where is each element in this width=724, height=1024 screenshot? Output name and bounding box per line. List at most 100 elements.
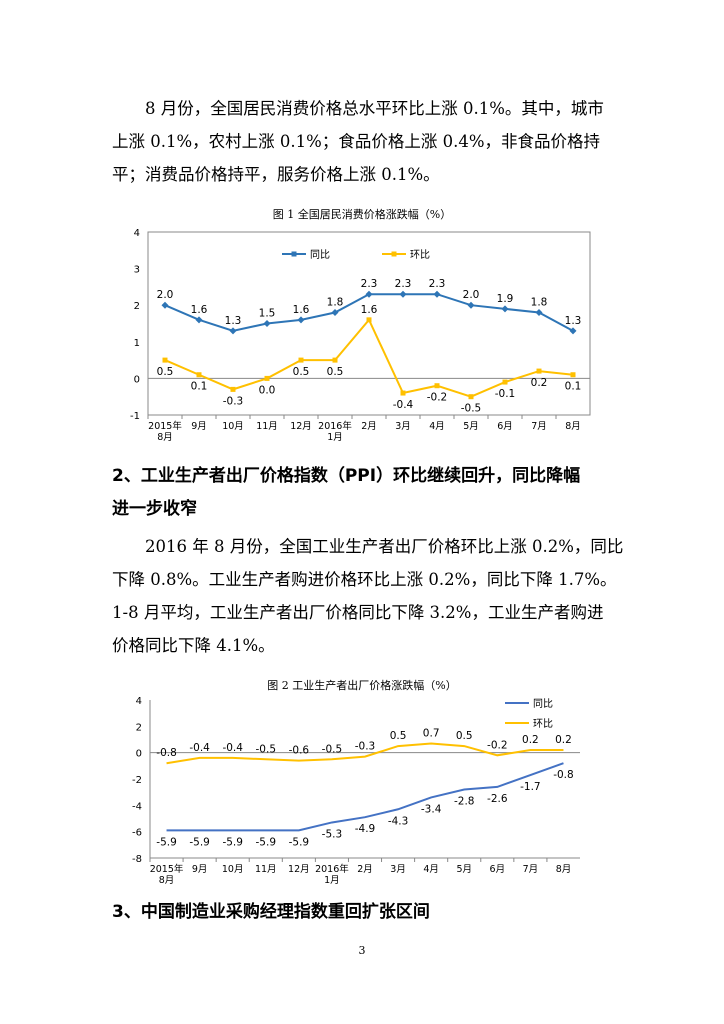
data-point (298, 357, 304, 363)
data-label: -4.3 (388, 815, 409, 827)
data-point (467, 301, 475, 309)
series-line-同比 (166, 762, 564, 832)
data-label: 2.3 (395, 278, 412, 290)
data-point (433, 290, 441, 298)
x-tick-label: 2016年 (318, 420, 352, 432)
data-point (331, 309, 339, 317)
y-tick-label: 2 (134, 301, 140, 312)
data-point (297, 316, 305, 324)
y-tick-label: 3 (134, 265, 140, 276)
data-label: -3.4 (421, 803, 442, 815)
x-tick-label: 10月 (222, 421, 244, 432)
data-point (366, 317, 372, 323)
figure-2-caption: 图 2 工业生产者出厂价格涨跌幅（%） (267, 679, 457, 692)
data-point (161, 301, 169, 309)
data-label: 1.6 (191, 304, 208, 316)
paragraph-line: 平；消费品价格持平，服务价格上涨 0.1%。 (112, 165, 440, 184)
y-tick-label: 1 (134, 338, 140, 349)
data-label: 0.0 (259, 384, 276, 396)
data-label: -5.9 (189, 836, 210, 848)
x-tick-label: 7月 (523, 864, 539, 875)
data-label: 1.6 (361, 304, 378, 316)
data-point (569, 327, 577, 335)
y-tick-label: -8 (132, 854, 142, 865)
y-tick-label: 4 (134, 228, 140, 239)
paragraph-ppi-august: 2016 年 8 月份，全国工业生产者出厂价格环比上涨 0.2%，同比 下降 0… (112, 530, 623, 662)
data-point (332, 357, 338, 363)
data-label: -4.9 (355, 823, 376, 835)
x-tick-label: 12月 (288, 864, 310, 875)
x-tick-label: 8月 (565, 421, 581, 432)
heading-line: 3、中国制造业采购经理指数重回扩张区间 (112, 902, 430, 922)
y-tick-label: 2 (136, 722, 142, 733)
data-label: -0.2 (427, 392, 448, 404)
data-label: -0.1 (495, 388, 516, 400)
data-label: -0.2 (487, 739, 508, 751)
data-label: 1.8 (327, 297, 344, 309)
data-label: -5.9 (289, 836, 310, 848)
data-label: -0.5 (322, 743, 343, 755)
data-point (468, 394, 474, 400)
x-tick-label: 6月 (497, 421, 513, 432)
legend-label: 同比 (310, 249, 330, 261)
data-label: -0.3 (355, 741, 376, 753)
y-tick-label: -6 (132, 828, 142, 839)
data-label: -5.9 (256, 836, 277, 848)
data-label: 0.5 (327, 366, 344, 378)
x-tick-label: 8月 (157, 432, 173, 443)
data-point (501, 305, 509, 313)
data-label: -5.9 (156, 836, 177, 848)
x-tick-label: 12月 (290, 421, 312, 432)
heading-line: 2、工业生产者出厂价格指数（PPI）环比继续回升，同比降幅 (112, 466, 581, 486)
y-tick-label: 0 (136, 749, 142, 760)
data-point (365, 290, 373, 298)
data-point (434, 383, 440, 389)
x-tick-label: 9月 (191, 421, 207, 432)
x-tick-label: 11月 (255, 864, 277, 875)
data-label: 2.3 (429, 278, 446, 290)
data-label: -5.9 (222, 836, 243, 848)
data-label: 0.2 (555, 734, 572, 746)
data-label: 0.5 (293, 366, 310, 378)
data-point (230, 386, 236, 392)
data-point (400, 390, 406, 396)
paragraph-line: 上涨 0.1%，农村上涨 0.1%；食品价格上涨 0.4%，非食品价格持 (112, 132, 600, 151)
x-tick-label: 2015年 (150, 863, 184, 875)
data-label: 1.6 (293, 304, 310, 316)
data-label: 0.5 (456, 730, 473, 742)
data-point (196, 372, 202, 378)
x-tick-label: 5月 (463, 421, 479, 432)
data-point (162, 357, 168, 363)
legend-label: 环比 (533, 718, 553, 730)
plot-area-frame (147, 231, 591, 416)
data-label: -0.8 (156, 747, 177, 759)
data-label: -0.5 (256, 743, 277, 755)
paragraph-line: 价格同比下降 4.1%。 (112, 636, 275, 655)
data-label: -1.7 (520, 781, 541, 793)
data-label: 0.1 (565, 381, 582, 393)
data-point (399, 290, 407, 298)
data-label: -0.4 (222, 742, 243, 754)
x-tick-label: 4月 (429, 421, 445, 432)
x-tick-label: 8月 (159, 875, 175, 886)
data-label: 1.5 (259, 308, 276, 320)
data-point (264, 375, 270, 381)
data-label: -0.8 (553, 769, 574, 781)
data-label: -0.3 (223, 395, 244, 407)
paragraph-line: 下降 0.8%。工业生产者购进价格环比上涨 0.2%，同比下降 1.7%。 (112, 570, 617, 589)
data-label: 1.3 (225, 315, 242, 327)
data-label: 1.3 (565, 315, 582, 327)
y-tick-label: -2 (132, 775, 142, 786)
data-label: 0.2 (531, 377, 548, 389)
data-point (195, 316, 203, 324)
x-tick-label: 7月 (531, 421, 547, 432)
data-label: -0.4 (189, 742, 210, 754)
data-label: 2.0 (463, 289, 480, 301)
x-tick-label: 11月 (256, 421, 278, 432)
data-point (229, 327, 237, 335)
data-point (263, 320, 271, 327)
x-tick-label: 3月 (390, 864, 406, 875)
data-label: -0.6 (289, 745, 310, 757)
data-label: -2.8 (454, 796, 475, 808)
